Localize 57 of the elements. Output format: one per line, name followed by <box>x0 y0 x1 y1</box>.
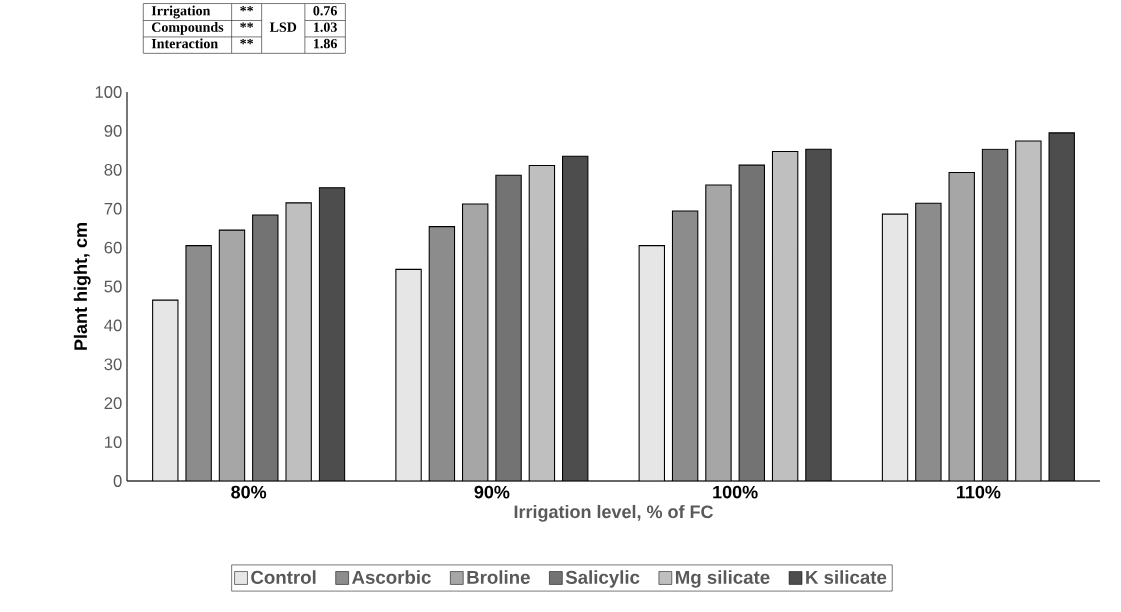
y-tick-label: 40 <box>104 319 122 332</box>
bar <box>252 214 279 481</box>
bar <box>428 226 456 481</box>
legend-label: Mg silicate <box>675 570 770 588</box>
y-tick-label: 100 <box>95 86 122 98</box>
text: ** <box>240 38 254 45</box>
text: Irrigation <box>151 5 211 19</box>
bar <box>948 171 975 481</box>
bar <box>185 245 212 481</box>
legend-label: K silicate <box>806 570 887 584</box>
y-tick-label: 0 <box>113 475 122 487</box>
bar <box>671 210 699 481</box>
bar <box>562 155 589 481</box>
y-tick-label: 70 <box>104 202 122 215</box>
bar <box>528 164 556 481</box>
legend-label: Broline <box>467 570 530 584</box>
bar <box>981 148 1009 481</box>
text: Interaction <box>151 38 218 49</box>
legend-label: Ascorbic <box>351 570 431 584</box>
bar <box>1015 140 1042 481</box>
y-axis-title: Plant hight, cm <box>73 223 91 350</box>
bar <box>318 187 346 481</box>
x-axis-title: Irrigation level, % of FC <box>514 504 714 522</box>
bar <box>395 268 422 481</box>
bar <box>152 299 179 481</box>
bar <box>805 148 832 481</box>
bar <box>495 174 522 481</box>
bar <box>881 213 909 481</box>
bar <box>738 164 765 481</box>
bar <box>771 150 799 481</box>
bar <box>1048 132 1075 481</box>
text: 0.76 <box>313 5 337 16</box>
y-tick-label: 80 <box>104 163 122 176</box>
x-tick-label: 110% <box>956 485 1001 499</box>
text: LSD <box>269 22 297 32</box>
x-tick-label: 100% <box>713 485 758 499</box>
text: 1.86 <box>314 38 337 49</box>
x-tick-label: 90% <box>474 485 510 499</box>
legend-label: Control <box>251 570 316 584</box>
y-tick-label: 50 <box>104 280 122 293</box>
y-tick-label: 20 <box>104 397 122 410</box>
text: Compounds <box>151 22 224 35</box>
bar <box>705 184 732 481</box>
bar <box>638 245 666 481</box>
bar <box>218 229 246 481</box>
y-tick-label: 90 <box>104 125 122 137</box>
y-tick-label: 30 <box>104 358 122 371</box>
text: ** <box>240 22 254 28</box>
text: ** <box>240 6 254 12</box>
bar <box>915 202 942 481</box>
legend-label: Salicylic <box>565 570 640 588</box>
text: 1.03 <box>314 22 337 32</box>
y-tick-label: 10 <box>105 436 122 449</box>
x-tick-label: 80% <box>231 485 267 499</box>
y-tick-label: 60 <box>104 241 122 254</box>
bar <box>285 202 312 481</box>
bar <box>462 203 489 481</box>
